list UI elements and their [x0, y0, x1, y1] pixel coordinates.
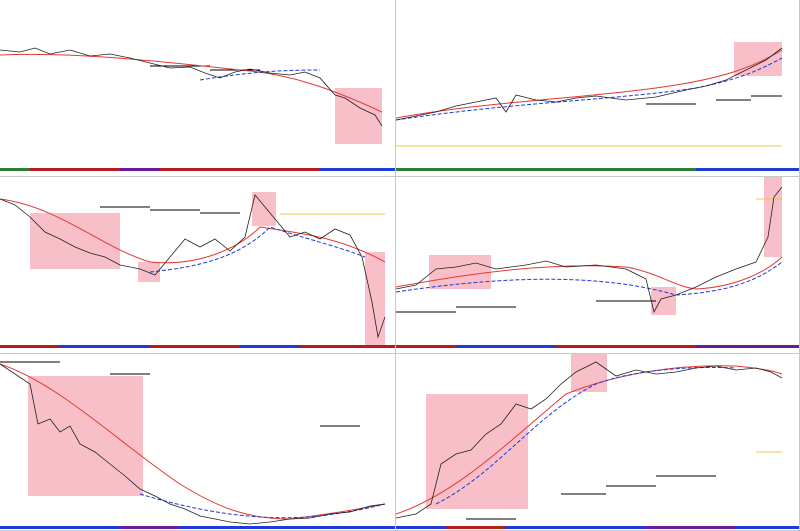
chart-pane-5[interactable]: [0, 354, 396, 531]
moving-average-blue: [139, 493, 386, 519]
highlight-zone: [571, 354, 607, 392]
time-axis: [0, 168, 395, 171]
chart-canvas[interactable]: [396, 354, 800, 531]
chart-pane-2[interactable]: [396, 0, 800, 177]
chart-pane-1[interactable]: [0, 0, 396, 177]
moving-average-red: [396, 49, 783, 119]
highlight-zone: [365, 252, 385, 347]
moving-average-red: [0, 363, 386, 520]
moving-average-red: [396, 256, 783, 290]
highlight-zone: [138, 262, 160, 282]
highlight-zone: [252, 192, 276, 226]
price-line: [0, 47, 383, 127]
time-axis: [396, 345, 799, 348]
highlight-zone: [426, 394, 528, 509]
moving-average-blue: [396, 261, 783, 296]
moving-average-blue: [149, 226, 366, 273]
highlight-zone: [429, 255, 491, 289]
time-axis: [0, 526, 395, 529]
time-axis: [0, 345, 395, 348]
price-line: [396, 186, 783, 314]
moving-average-blue: [396, 57, 783, 121]
chart-canvas[interactable]: [396, 177, 800, 354]
time-axis: [396, 168, 799, 171]
price-line: [396, 361, 783, 519]
chart-pane-3[interactable]: [0, 177, 396, 354]
chart-canvas[interactable]: [0, 354, 396, 531]
time-axis: [396, 526, 799, 529]
price-line: [0, 194, 386, 339]
price-line: [0, 363, 386, 525]
highlight-zone: [764, 177, 782, 257]
chart-canvas[interactable]: [0, 177, 396, 354]
chart-pane-4[interactable]: [396, 177, 800, 354]
moving-average-red: [0, 198, 386, 264]
highlight-zone: [28, 376, 143, 496]
chart-canvas[interactable]: [0, 0, 396, 177]
price-line: [396, 47, 783, 121]
chart-pane-6[interactable]: [396, 354, 800, 531]
highlight-zone: [30, 213, 120, 269]
moving-average-blue: [435, 366, 737, 505]
moving-average-blue: [199, 69, 321, 81]
highlight-zone: [335, 88, 382, 144]
highlight-zone: [734, 42, 782, 76]
chart-canvas[interactable]: [396, 0, 800, 177]
